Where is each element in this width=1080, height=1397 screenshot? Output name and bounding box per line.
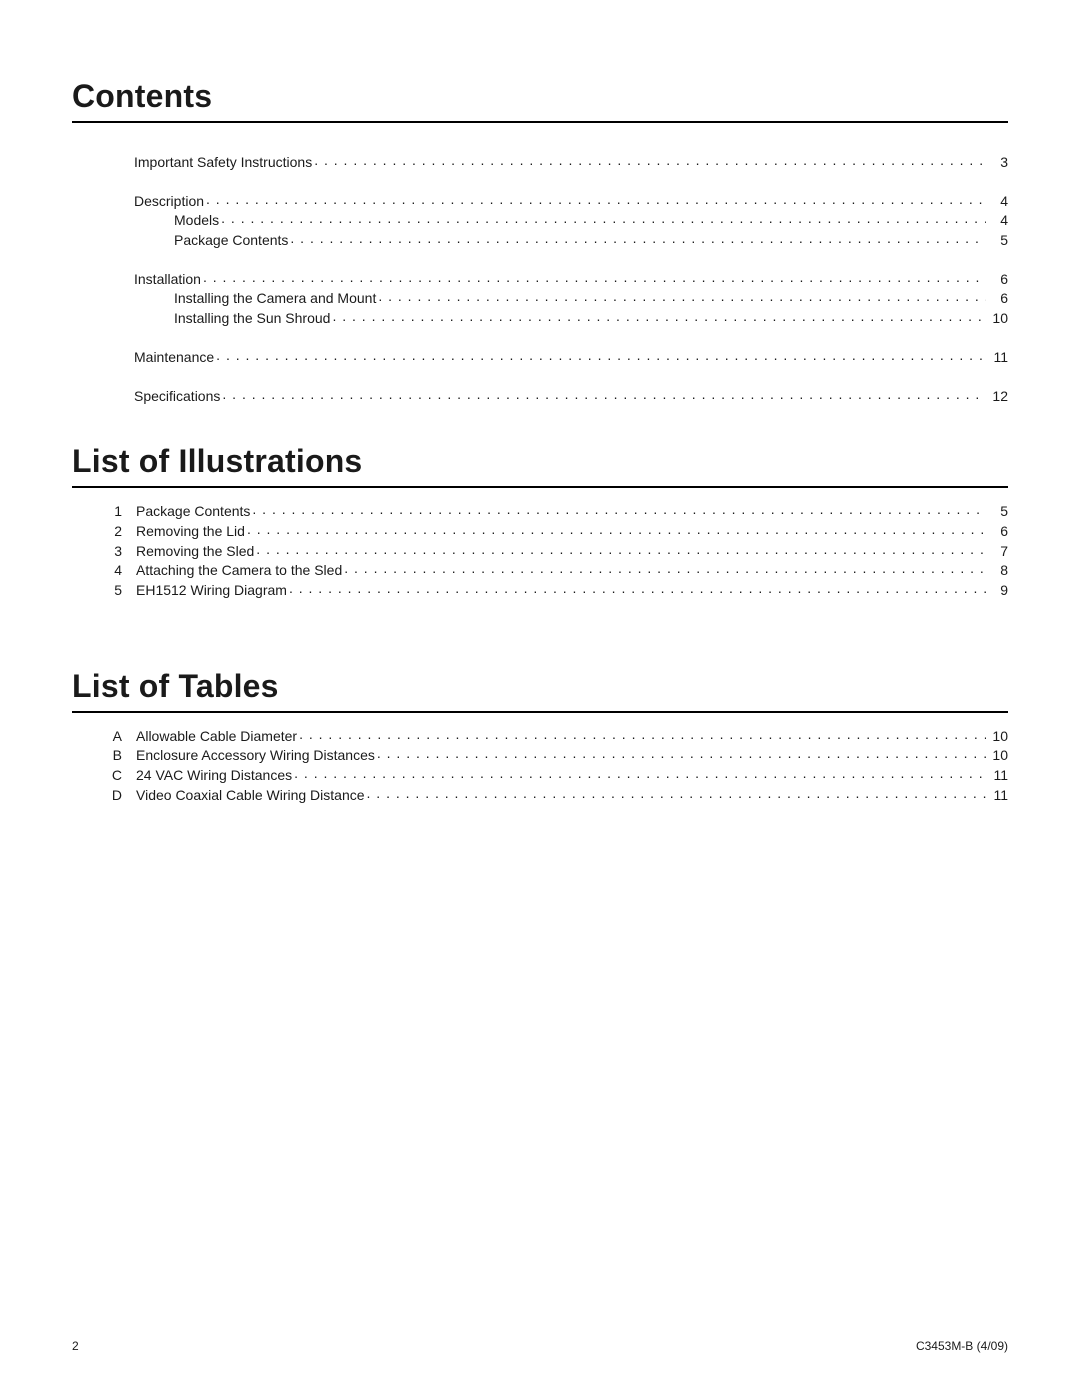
toc-entry-label: Maintenance [134,350,214,365]
toc-entry-label: Installing the Camera and Mount [174,291,376,306]
toc-entry-page: 11 [988,350,1008,365]
toc-entry-page: 5 [988,233,1008,248]
list-entry-marker: 2 [102,524,122,539]
page-footer: 2 C3453M-B (4/09) [72,1339,1008,1353]
list-entry-marker: 3 [102,544,122,559]
list-entry-marker: D [102,788,122,803]
toc-entry-label: Description [134,194,204,209]
list-entry-marker: B [102,748,122,763]
toc-entry: Specifications 12 [134,387,1008,404]
list-entry-page: 6 [988,524,1008,539]
section-title-contents: Contents [72,78,1008,123]
toc-entry: Models 4 [134,211,1008,228]
toc-leaders [294,766,986,780]
toc-leaders [216,348,986,362]
list-entry-marker: 5 [102,583,122,598]
toc-entry: Important Safety Instructions 3 [134,153,1008,170]
list-entry-page: 5 [988,504,1008,519]
list-entry-page: 9 [988,583,1008,598]
toc-entry-page: 4 [988,213,1008,228]
list-entry-marker: 1 [102,504,122,519]
toc-leaders [203,270,986,284]
toc-entry: Installing the Camera and Mount 6 [134,289,1008,306]
list-entry-page: 7 [988,544,1008,559]
toc-leaders [247,522,986,536]
toc-entry-label: Installation [134,272,201,287]
list-entry: B Enclosure Accessory Wiring Distances 1… [102,746,1008,763]
toc-entry-page: 12 [988,389,1008,404]
toc-entry: Package Contents 5 [134,231,1008,248]
toc-leaders [206,192,986,206]
list-entry-label: Package Contents [136,504,250,519]
toc-entry-page: 6 [988,291,1008,306]
list-entry-page: 10 [988,729,1008,744]
list-tables: A Allowable Cable Diameter 10 B Enclosur… [102,727,1008,803]
toc-leaders [256,542,986,556]
list-entry-page: 10 [988,748,1008,763]
list-entry-label: Attaching the Camera to the Sled [136,563,342,578]
toc-group: Important Safety Instructions 3 [134,153,1008,170]
toc-leaders [221,211,986,225]
list-entry: 1 Package Contents 5 [102,502,1008,519]
list-entry-label: EH1512 Wiring Diagram [136,583,287,598]
list-entry-marker: A [102,729,122,744]
footer-doc-id: C3453M-B (4/09) [916,1339,1008,1353]
toc-entry-page: 10 [988,311,1008,326]
toc-leaders [252,502,986,516]
list-entry: D Video Coaxial Cable Wiring Distance 11 [102,786,1008,803]
toc-entry-label: Important Safety Instructions [134,155,312,170]
list-entry: A Allowable Cable Diameter 10 [102,727,1008,744]
list-entry-page: 8 [988,563,1008,578]
toc-contents: Important Safety Instructions 3 Descript… [134,153,1008,403]
list-entry-label: Removing the Sled [136,544,254,559]
toc-entry-page: 4 [988,194,1008,209]
list-entry-marker: 4 [102,563,122,578]
list-entry: 2 Removing the Lid 6 [102,522,1008,539]
toc-group: Installation 6 Installing the Camera and… [134,270,1008,326]
list-entry-label: Video Coaxial Cable Wiring Distance [136,788,365,803]
list-entry-label: 24 VAC Wiring Distances [136,768,292,783]
toc-entry-label: Models [174,213,219,228]
toc-leaders [289,581,986,595]
list-entry-label: Enclosure Accessory Wiring Distances [136,748,375,763]
toc-entry-page: 6 [988,272,1008,287]
toc-entry-label: Specifications [134,389,220,404]
toc-leaders [344,561,986,575]
footer-page-number: 2 [72,1339,79,1353]
list-entry-label: Removing the Lid [136,524,245,539]
toc-leaders [314,153,986,167]
list-entry: C 24 VAC Wiring Distances 11 [102,766,1008,783]
list-entry: 3 Removing the Sled 7 [102,542,1008,559]
toc-entry: Installation 6 [134,270,1008,287]
toc-group: Description 4 Models 4 Package Contents … [134,192,1008,248]
toc-leaders [378,289,986,303]
toc-entry-page: 3 [988,155,1008,170]
toc-leaders [290,231,986,245]
toc-entry-label: Installing the Sun Shroud [174,311,330,326]
document-page: Contents Important Safety Instructions 3… [0,0,1080,1397]
list-entry-marker: C [102,768,122,783]
list-illustrations: 1 Package Contents 5 2 Removing the Lid … [102,502,1008,597]
toc-leaders [367,786,986,800]
toc-entry: Maintenance 11 [134,348,1008,365]
toc-group: Maintenance 11 [134,348,1008,365]
section-title-illustrations: List of Illustrations [72,443,1008,488]
toc-group: Specifications 12 [134,387,1008,404]
list-entry-page: 11 [988,768,1008,783]
list-entry: 5 EH1512 Wiring Diagram 9 [102,581,1008,598]
section-title-tables: List of Tables [72,668,1008,713]
list-entry-page: 11 [988,788,1008,803]
toc-leaders [299,727,986,741]
toc-leaders [332,309,986,323]
toc-leaders [222,387,986,401]
list-entry: 4 Attaching the Camera to the Sled 8 [102,561,1008,578]
toc-entry-label: Package Contents [174,233,288,248]
list-entry-label: Allowable Cable Diameter [136,729,297,744]
toc-leaders [377,746,986,760]
toc-entry: Description 4 [134,192,1008,209]
toc-entry: Installing the Sun Shroud 10 [134,309,1008,326]
